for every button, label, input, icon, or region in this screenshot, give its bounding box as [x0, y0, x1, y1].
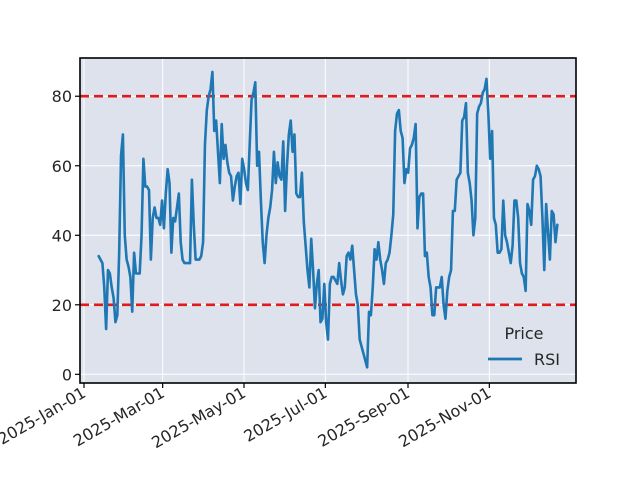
y-axis-ticks: 0 20 40 60 80 [52, 87, 80, 384]
plot-area-frame [79, 57, 577, 384]
y-tick-label: 40 [52, 226, 72, 245]
y-tick-label: 60 [52, 157, 72, 176]
x-axis-ticks: 2025-Jan-012025-Mar-012025-May-012025-Ju… [0, 383, 494, 452]
reference-lines [80, 94, 576, 307]
legend-title: Price [504, 324, 543, 343]
y-tick-label: 80 [52, 87, 72, 106]
legend: Price RSI [488, 324, 560, 369]
x-tick-label: 2025-Nov-01 [395, 383, 494, 451]
series-lines [97, 70, 559, 369]
series-line-rsi [97, 70, 559, 369]
y-tick-label: 20 [52, 296, 72, 315]
y-tick-label: 0 [62, 365, 72, 384]
legend-label-rsi: RSI [534, 350, 560, 369]
